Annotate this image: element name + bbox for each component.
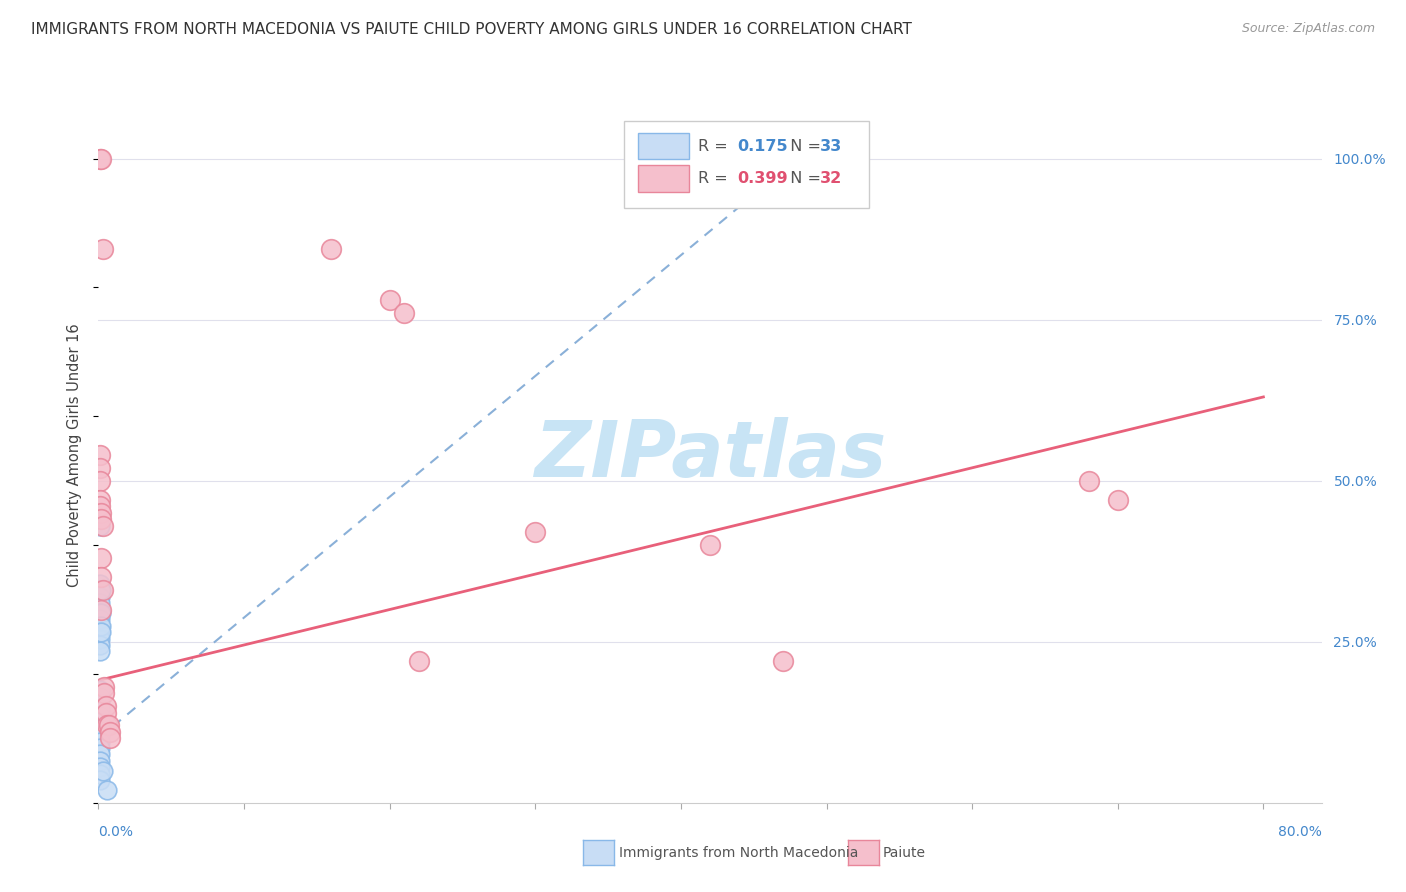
Point	[91, 583, 114, 598]
Point	[96, 718, 118, 732]
Text: Immigrants from North Macedonia: Immigrants from North Macedonia	[619, 846, 858, 860]
Point	[90, 602, 112, 616]
Point	[89, 632, 111, 646]
Text: 80.0%: 80.0%	[1278, 825, 1322, 839]
Point	[89, 152, 111, 166]
Point	[91, 518, 114, 533]
Point	[378, 293, 401, 308]
Point	[89, 773, 111, 788]
Point	[1107, 493, 1129, 508]
Point	[94, 706, 117, 720]
Point	[89, 618, 111, 632]
Point	[89, 596, 111, 610]
Text: 0.399: 0.399	[737, 171, 787, 186]
Text: 0.175: 0.175	[737, 138, 787, 153]
Point	[89, 747, 111, 762]
Point	[90, 618, 112, 632]
Point	[97, 718, 120, 732]
Text: IMMIGRANTS FROM NORTH MACEDONIA VS PAIUTE CHILD POVERTY AMONG GIRLS UNDER 16 COR: IMMIGRANTS FROM NORTH MACEDONIA VS PAIUT…	[31, 22, 912, 37]
Point	[89, 500, 111, 514]
Text: 32: 32	[820, 171, 842, 186]
Text: 0.0%: 0.0%	[98, 825, 134, 839]
Point	[90, 583, 112, 598]
Point	[91, 242, 114, 256]
Point	[89, 644, 111, 658]
Point	[90, 606, 112, 620]
Point	[89, 754, 111, 768]
Point	[90, 512, 112, 526]
Point	[93, 680, 115, 694]
Text: R =: R =	[697, 138, 733, 153]
Point	[89, 518, 111, 533]
Point	[89, 683, 111, 698]
Point	[89, 715, 111, 730]
Point	[772, 654, 794, 668]
Point	[89, 760, 111, 774]
Point	[321, 242, 343, 256]
Point	[90, 570, 112, 584]
Point	[90, 506, 112, 520]
Point	[96, 783, 118, 797]
Text: Paiute: Paiute	[883, 846, 927, 860]
Point	[89, 474, 111, 488]
Point	[98, 731, 121, 746]
Point	[89, 722, 111, 736]
Point	[89, 576, 111, 591]
Point	[89, 708, 111, 723]
Point	[89, 583, 111, 598]
Point	[89, 590, 111, 604]
Point	[524, 525, 547, 540]
Point	[89, 728, 111, 742]
Point	[89, 690, 111, 704]
Point	[94, 699, 117, 714]
Point	[392, 306, 416, 320]
Point	[89, 460, 111, 475]
Text: N =: N =	[780, 171, 825, 186]
Point	[89, 702, 111, 716]
Text: Source: ZipAtlas.com: Source: ZipAtlas.com	[1241, 22, 1375, 36]
Point	[89, 625, 111, 640]
FancyBboxPatch shape	[624, 121, 869, 208]
Text: N =: N =	[780, 138, 825, 153]
Point	[89, 741, 111, 756]
Point	[89, 448, 111, 462]
Text: R =: R =	[697, 171, 733, 186]
Point	[90, 152, 112, 166]
Point	[89, 606, 111, 620]
Point	[90, 625, 112, 640]
Point	[89, 638, 111, 652]
Point	[89, 612, 111, 626]
Point	[408, 654, 430, 668]
Point	[89, 696, 111, 710]
Text: ZIPatlas: ZIPatlas	[534, 417, 886, 493]
Point	[89, 734, 111, 748]
Text: 33: 33	[820, 138, 842, 153]
Bar	[638, 166, 689, 192]
Point	[89, 766, 111, 781]
Point	[699, 538, 721, 552]
Point	[90, 551, 112, 566]
Point	[1077, 474, 1099, 488]
Point	[89, 493, 111, 508]
Bar	[638, 133, 689, 159]
Y-axis label: Child Poverty Among Girls Under 16: Child Poverty Among Girls Under 16	[67, 323, 83, 587]
Point	[98, 725, 121, 739]
Point	[93, 686, 115, 700]
Point	[91, 764, 114, 778]
